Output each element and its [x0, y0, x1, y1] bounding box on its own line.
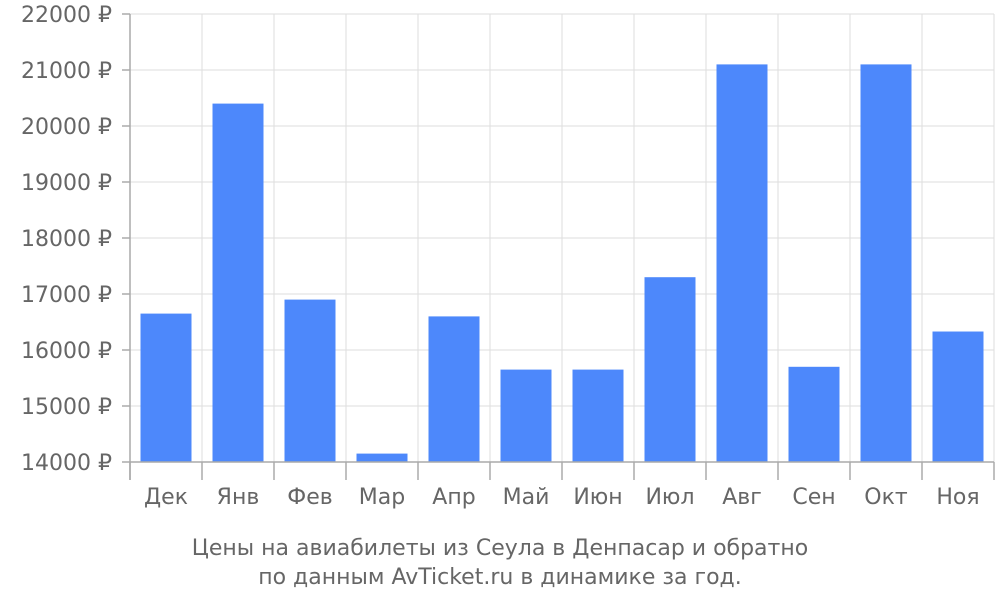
bar-10	[788, 366, 840, 462]
bar-3	[284, 299, 336, 462]
bar-2	[212, 103, 264, 462]
x-tick-label: Ноя	[936, 485, 979, 510]
x-tick-label: Авг	[722, 485, 762, 510]
axes	[122, 13, 995, 480]
y-tick-label: 17000 ₽	[21, 283, 112, 308]
bar-1	[140, 313, 192, 462]
x-tick-label: Апр	[432, 485, 475, 510]
y-tick-label: 22000 ₽	[21, 3, 112, 28]
grid	[130, 13, 995, 463]
bar-4	[356, 453, 408, 462]
y-tick-label: 19000 ₽	[21, 171, 112, 196]
y-tick-label: 15000 ₽	[21, 395, 112, 420]
x-tick-label: Окт	[864, 485, 908, 510]
bar-9	[716, 64, 768, 463]
y-tick-label: 16000 ₽	[21, 339, 112, 364]
bar-12	[932, 331, 984, 462]
y-tick-label: 18000 ₽	[21, 227, 112, 252]
x-tick-label: Дек	[144, 485, 188, 510]
bar-5	[428, 316, 480, 462]
x-axis-tick-labels: Дек Янв Фев Мар Апр Май Июн Июл Авг Сен Окт Ноя	[144, 485, 980, 510]
bars	[140, 64, 984, 463]
bar-11	[860, 64, 912, 463]
x-tick-label: Май	[503, 485, 550, 510]
y-tick-label: 14000 ₽	[21, 451, 112, 476]
chart-caption-line-2: по данным AvTicket.ru в динамике за год.	[258, 565, 742, 590]
x-tick-label: Мар	[359, 485, 405, 510]
x-tick-label: Фев	[287, 485, 332, 510]
x-tick-label: Июн	[573, 485, 622, 510]
x-tick-label: Сен	[792, 485, 835, 510]
bar-6	[500, 369, 552, 462]
chart-caption-line-1: Цены на авиабилеты из Сеула в Денпасар и…	[192, 536, 808, 561]
y-tick-label: 20000 ₽	[21, 115, 112, 140]
x-tick-label: Июл	[645, 485, 694, 510]
y-tick-label: 21000 ₽	[21, 59, 112, 84]
y-axis-tick-labels: 14000 ₽ 15000 ₽ 16000 ₽ 17000 ₽ 18000 ₽ 19000…	[21, 3, 112, 476]
bar-8	[644, 277, 696, 462]
x-tick-label: Янв	[217, 485, 260, 510]
bar-7	[572, 369, 624, 462]
